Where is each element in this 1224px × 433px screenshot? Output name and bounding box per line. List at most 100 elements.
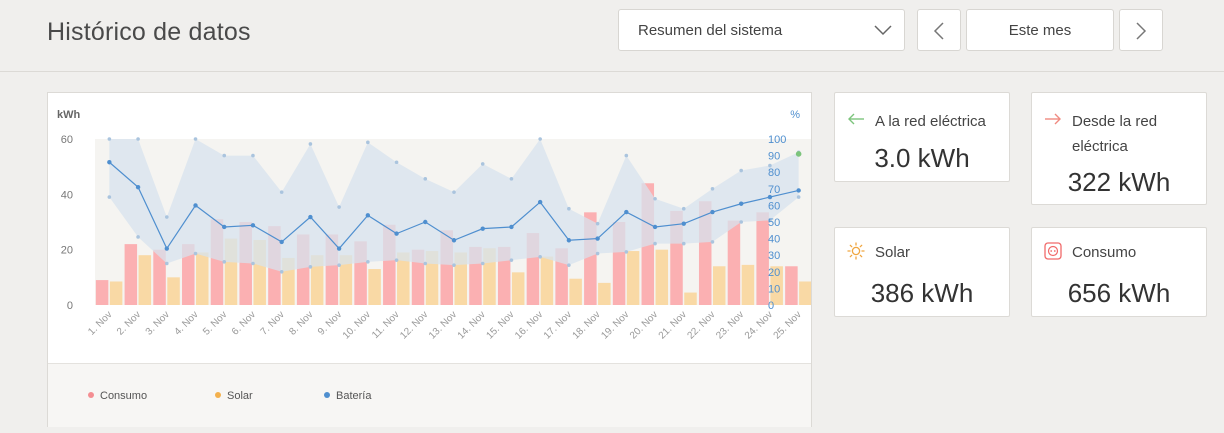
x-tick-label: 21. Nov	[657, 309, 689, 341]
stat-card-grid-export: A la red eléctrica 3.0 kWh	[834, 92, 1010, 182]
bar-solar	[397, 252, 410, 305]
battery-point	[796, 188, 801, 193]
x-tick-label: 3. Nov	[144, 309, 172, 337]
battery-min-point	[107, 195, 112, 199]
bar-solar	[310, 255, 324, 305]
battery-min-point	[509, 258, 514, 262]
stat-label-consumption: Consumo	[1072, 244, 1137, 261]
battery-max-point	[394, 160, 399, 165]
y2-tick-label: 80	[768, 167, 780, 179]
bar-solar	[138, 255, 152, 305]
legend-dot-solar	[215, 392, 221, 398]
y-tick-label: 40	[61, 189, 73, 201]
y-tick-label: 0	[67, 300, 73, 312]
battery-min-point	[165, 261, 169, 266]
battery-max-point	[710, 187, 715, 191]
legend-item-solar[interactable]: Solar	[215, 390, 253, 402]
y2-tick-label: 60	[768, 200, 780, 212]
battery-max-point	[107, 137, 112, 141]
y2-tick-label: 20	[768, 267, 780, 279]
sun-icon	[847, 242, 865, 260]
arrow-left-icon	[848, 113, 864, 125]
battery-point	[423, 219, 428, 225]
y-axis-label: kWh	[57, 109, 81, 121]
view-select[interactable]: Resumen del sistema	[618, 9, 905, 51]
bar-solar	[712, 266, 726, 305]
x-tick-label: 22. Nov	[685, 309, 717, 341]
battery-min-point	[710, 240, 715, 244]
x-tick-label: 19. Nov	[599, 309, 631, 341]
arrow-right-icon	[1045, 113, 1061, 125]
battery-point	[394, 231, 399, 236]
battery-point	[451, 238, 457, 243]
x-tick-label: 20. Nov	[628, 309, 660, 341]
bar-solar	[368, 269, 381, 305]
battery-min-point	[480, 261, 485, 266]
battery-max-point	[681, 206, 686, 211]
battery-max-point	[452, 190, 456, 194]
bar-consumo	[153, 249, 166, 305]
battery-min-point	[337, 263, 341, 267]
y2-tick-label: 50	[768, 217, 780, 229]
battery-max-point	[624, 153, 629, 158]
battery-min-point	[681, 241, 686, 246]
battery-max-point	[251, 153, 255, 158]
y2-tick-label: 40	[768, 234, 780, 246]
battery-max-point	[538, 137, 542, 141]
battery-point	[681, 221, 686, 226]
bar-solar	[196, 252, 209, 305]
legend-label-bateria: Batería	[336, 390, 372, 402]
x-tick-label: 1. Nov	[86, 309, 114, 337]
battery-min-point	[136, 235, 140, 239]
battery-point	[107, 160, 112, 165]
battery-min-point	[251, 261, 255, 266]
battery-max-point	[480, 162, 485, 166]
x-tick-label: 24. Nov	[743, 309, 775, 341]
battery-point	[480, 226, 485, 231]
view-select-value: Resumen del sistema	[638, 22, 783, 39]
period-display[interactable]: Este mes	[966, 9, 1114, 51]
bar-solar	[799, 281, 811, 305]
battery-point	[652, 224, 658, 230]
battery-point	[739, 201, 744, 206]
stat-card-solar: Solar 386 kWh	[834, 227, 1010, 317]
bar-solar	[425, 251, 439, 305]
battery-point	[595, 236, 600, 241]
stat-label-solar: Solar	[875, 244, 911, 261]
stat-value-grid-import: 322 kWh	[1067, 167, 1171, 197]
battery-min-point	[624, 250, 629, 254]
chevron-right-icon	[1136, 22, 1147, 40]
bar-solar	[684, 292, 697, 305]
battery-point	[164, 246, 169, 251]
battery-point	[193, 203, 198, 208]
x-tick-label: 2. Nov	[115, 309, 143, 337]
next-period-button[interactable]	[1119, 9, 1163, 51]
y-tick-label: 60	[61, 134, 73, 146]
stat-label-grid-export: A la red eléctrica	[875, 113, 986, 130]
battery-max-point	[165, 215, 169, 219]
battery-max-point	[337, 205, 341, 209]
battery-min-point	[653, 241, 657, 246]
previous-period-button[interactable]	[917, 9, 961, 51]
battery-point	[222, 224, 227, 230]
battery-max-point	[308, 142, 313, 146]
bar-solar	[454, 252, 467, 305]
y2-tick-label: 0	[768, 300, 774, 312]
chart-legend: Consumo Solar Batería	[48, 363, 811, 427]
y2-tick-label: 10	[768, 283, 780, 295]
bar-consumo	[411, 249, 425, 305]
legend-item-consumo[interactable]: Consumo	[88, 390, 147, 402]
battery-min-point	[796, 195, 801, 199]
battery-point	[365, 213, 371, 218]
x-tick-label: 4. Nov	[172, 309, 200, 337]
stat-value-solar: 386 kWh	[870, 278, 974, 308]
bar-consumo	[785, 266, 798, 305]
battery-point	[566, 238, 572, 243]
legend-dot-consumo	[88, 392, 94, 398]
bar-solar	[511, 272, 525, 305]
battery-max-point	[739, 168, 743, 173]
battery-max-point	[567, 206, 571, 211]
legend-item-bateria[interactable]: Batería	[324, 390, 371, 402]
stat-label-grid-import: Desde la red eléctrica	[1072, 109, 1157, 159]
stat-value-grid-export: 3.0 kWh	[874, 143, 970, 173]
